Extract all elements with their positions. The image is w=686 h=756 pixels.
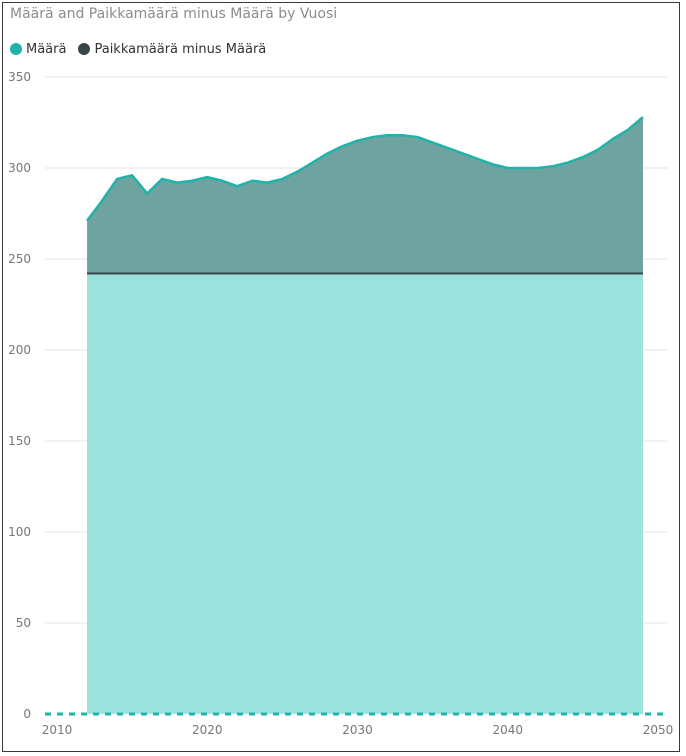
line-stacked-top [86, 116, 644, 222]
area-paikkamaara-minus-maara [87, 117, 643, 274]
x-tick-label-2020: 2020 [192, 723, 223, 737]
area-maara [87, 273, 643, 714]
x-tick-label-2010: 2010 [42, 723, 73, 737]
y-tick-label-100: 100 [8, 525, 31, 539]
y-tick-label-200: 200 [8, 343, 31, 357]
y-tick-label-350: 350 [8, 70, 31, 84]
y-tick-label-0: 0 [23, 707, 31, 721]
y-tick-label-150: 150 [8, 434, 31, 448]
y-tick-label-250: 250 [8, 252, 31, 266]
legend-marker-paikkamaara-minus-maara [78, 43, 91, 55]
legend-label-paikkamaara-minus-maara: Paikkamäärä minus Määrä [94, 41, 267, 57]
legend-label-maara: Määrä [26, 41, 67, 57]
legend-marker-maara [10, 43, 22, 55]
x-tick-label-2040: 2040 [492, 723, 523, 737]
x-tick-label-2030: 2030 [342, 723, 373, 737]
y-tick-label-300: 300 [8, 161, 31, 175]
y-tick-label-50: 50 [16, 616, 31, 630]
chart-title: Määrä and Paikkamäärä minus Määrä by Vuo… [10, 6, 338, 22]
legend-item-paikkamaara-minus-maara[interactable]: Paikkamäärä minus Määrä [78, 42, 266, 57]
legend: Määrä Paikkamäärä minus Määrä [10, 40, 266, 58]
x-tick-label-2050: 2050 [643, 723, 674, 737]
legend-item-maara[interactable]: Määrä [10, 42, 66, 57]
